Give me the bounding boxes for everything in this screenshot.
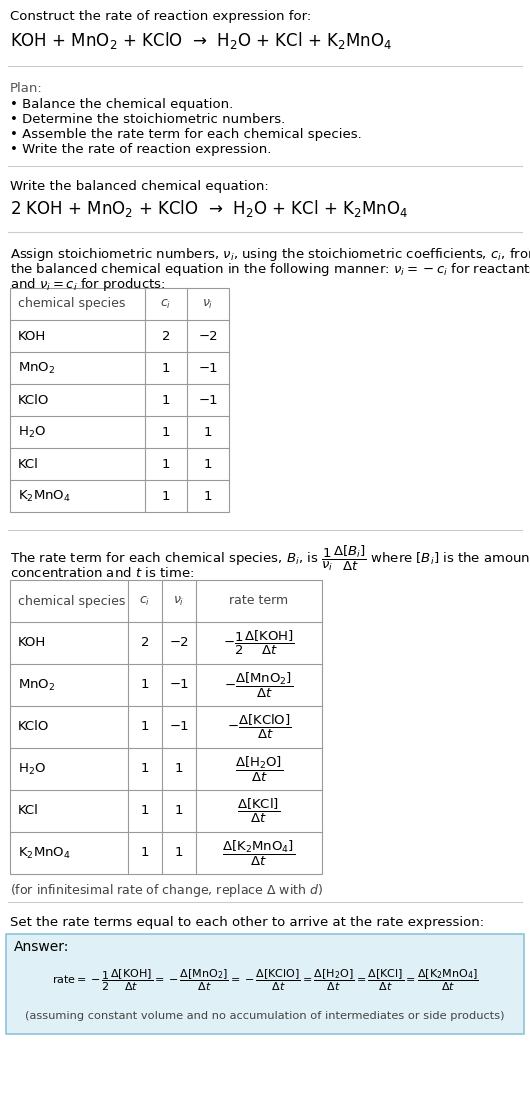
Text: KCl: KCl xyxy=(18,458,39,471)
Text: Plan:: Plan: xyxy=(10,82,43,95)
Text: 1: 1 xyxy=(141,678,149,691)
Text: H$_2$O: H$_2$O xyxy=(18,424,46,440)
Text: Answer:: Answer: xyxy=(14,940,69,954)
Text: 1: 1 xyxy=(162,458,170,471)
Text: −1: −1 xyxy=(198,393,218,407)
Text: $\mathrm{rate} = -\dfrac{1}{2}\dfrac{\Delta[\mathrm{KOH}]}{\Delta t} = -\dfrac{\: $\mathrm{rate} = -\dfrac{1}{2}\dfrac{\De… xyxy=(51,967,479,993)
Text: 1: 1 xyxy=(162,393,170,407)
Text: Set the rate terms equal to each other to arrive at the rate expression:: Set the rate terms equal to each other t… xyxy=(10,916,484,929)
Text: 1: 1 xyxy=(175,847,183,860)
Text: 1: 1 xyxy=(141,720,149,733)
Text: $c_i$: $c_i$ xyxy=(139,595,151,607)
Text: 1: 1 xyxy=(204,458,212,471)
Text: 2: 2 xyxy=(141,636,149,649)
Text: • Determine the stoichiometric numbers.: • Determine the stoichiometric numbers. xyxy=(10,113,285,126)
Text: $\dfrac{\Delta[\mathrm{K_2MnO_4}]}{\Delta t}$: $\dfrac{\Delta[\mathrm{K_2MnO_4}]}{\Delt… xyxy=(223,839,296,868)
Text: −2: −2 xyxy=(198,329,218,342)
Text: 1: 1 xyxy=(141,847,149,860)
Bar xyxy=(10,579,322,874)
Text: (for infinitesimal rate of change, replace Δ with $d$): (for infinitesimal rate of change, repla… xyxy=(10,882,323,899)
Text: K$_2$MnO$_4$: K$_2$MnO$_4$ xyxy=(18,489,71,503)
Text: KClO: KClO xyxy=(18,720,49,733)
Text: KOH: KOH xyxy=(18,636,46,649)
Text: −1: −1 xyxy=(169,720,189,733)
Text: $\nu_i$: $\nu_i$ xyxy=(202,297,214,310)
Text: concentration and $t$ is time:: concentration and $t$ is time: xyxy=(10,566,194,579)
Text: 1: 1 xyxy=(141,762,149,776)
Text: KCl: KCl xyxy=(18,804,39,818)
Text: $\dfrac{\Delta[\mathrm{KCl}]}{\Delta t}$: $\dfrac{\Delta[\mathrm{KCl}]}{\Delta t}$ xyxy=(237,797,280,825)
Text: 1: 1 xyxy=(175,762,183,776)
Text: $-\dfrac{1}{2}\dfrac{\Delta[\mathrm{KOH}]}{\Delta t}$: $-\dfrac{1}{2}\dfrac{\Delta[\mathrm{KOH}… xyxy=(223,629,295,657)
Text: MnO$_2$: MnO$_2$ xyxy=(18,677,55,692)
Text: 2: 2 xyxy=(162,329,170,342)
Text: H$_2$O: H$_2$O xyxy=(18,761,46,777)
Text: (assuming constant volume and no accumulation of intermediates or side products): (assuming constant volume and no accumul… xyxy=(25,1010,505,1020)
Text: Assign stoichiometric numbers, $\nu_i$, using the stoichiometric coefficients, $: Assign stoichiometric numbers, $\nu_i$, … xyxy=(10,246,530,263)
Text: 1: 1 xyxy=(204,490,212,503)
Text: rate term: rate term xyxy=(229,595,288,607)
Text: 1: 1 xyxy=(204,425,212,439)
Text: Write the balanced chemical equation:: Write the balanced chemical equation: xyxy=(10,179,269,193)
Text: the balanced chemical equation in the following manner: $\nu_i = -c_i$ for react: the balanced chemical equation in the fo… xyxy=(10,261,530,278)
Text: 1: 1 xyxy=(162,425,170,439)
Text: chemical species: chemical species xyxy=(18,298,126,310)
Text: $\dfrac{\Delta[\mathrm{H_2O}]}{\Delta t}$: $\dfrac{\Delta[\mathrm{H_2O}]}{\Delta t}… xyxy=(235,755,283,783)
Text: −2: −2 xyxy=(169,636,189,649)
Text: chemical species: chemical species xyxy=(18,595,126,607)
Text: and $\nu_i = c_i$ for products:: and $\nu_i = c_i$ for products: xyxy=(10,276,165,293)
Text: Construct the rate of reaction expression for:: Construct the rate of reaction expressio… xyxy=(10,10,311,23)
Text: The rate term for each chemical species, $B_i$, is $\dfrac{1}{\nu_i}\dfrac{\Delt: The rate term for each chemical species,… xyxy=(10,544,530,573)
Text: KOH: KOH xyxy=(18,329,46,342)
Text: −1: −1 xyxy=(198,361,218,375)
Text: $\nu_i$: $\nu_i$ xyxy=(173,595,184,607)
Text: • Assemble the rate term for each chemical species.: • Assemble the rate term for each chemic… xyxy=(10,129,362,141)
Text: 1: 1 xyxy=(162,490,170,503)
Text: MnO$_2$: MnO$_2$ xyxy=(18,360,55,376)
Text: 1: 1 xyxy=(141,804,149,818)
Text: • Write the rate of reaction expression.: • Write the rate of reaction expression. xyxy=(10,143,271,156)
Text: $c_i$: $c_i$ xyxy=(161,297,172,310)
Text: K$_2$MnO$_4$: K$_2$MnO$_4$ xyxy=(18,845,71,861)
Text: −1: −1 xyxy=(169,678,189,691)
Text: 2 KOH + MnO$_2$ + KClO  →  H$_2$O + KCl + K$_2$MnO$_4$: 2 KOH + MnO$_2$ + KClO → H$_2$O + KCl + … xyxy=(10,198,408,219)
Text: 1: 1 xyxy=(162,361,170,375)
Text: 1: 1 xyxy=(175,804,183,818)
Text: • Balance the chemical equation.: • Balance the chemical equation. xyxy=(10,98,233,111)
Text: KOH + MnO$_2$ + KClO  →  H$_2$O + KCl + K$_2$MnO$_4$: KOH + MnO$_2$ + KClO → H$_2$O + KCl + K$… xyxy=(10,30,392,51)
Text: KClO: KClO xyxy=(18,393,49,407)
Text: $-\dfrac{\Delta[\mathrm{MnO_2}]}{\Delta t}$: $-\dfrac{\Delta[\mathrm{MnO_2}]}{\Delta … xyxy=(224,670,294,699)
FancyBboxPatch shape xyxy=(6,934,524,1034)
Text: $-\dfrac{\Delta[\mathrm{KClO}]}{\Delta t}$: $-\dfrac{\Delta[\mathrm{KClO}]}{\Delta t… xyxy=(227,712,292,741)
Bar xyxy=(10,288,229,512)
